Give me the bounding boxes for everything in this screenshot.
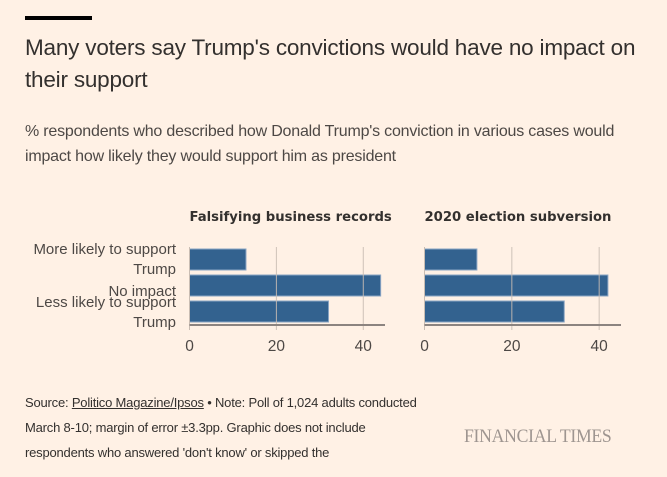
chart-title: Many voters say Trump's convictions woul… bbox=[25, 35, 636, 92]
panel-title: Falsifying business records bbox=[190, 210, 392, 225]
bar-more-likely-to-support-trump bbox=[189, 248, 247, 271]
bar-more-likely-to-support-trump bbox=[424, 248, 478, 271]
panel-falsifying-business-records: Falsifying business records 0 20 40 bbox=[185, 210, 392, 355]
category-label: Less likely to support bbox=[36, 294, 177, 311]
panel-title: 2020 election subversion bbox=[425, 210, 612, 225]
x-tick-label: 40 bbox=[355, 338, 373, 355]
category-labels: More likely to support Trump No impactLess… bbox=[33, 241, 176, 331]
bar-no-impact bbox=[189, 274, 382, 297]
category-label: Trump bbox=[133, 261, 176, 278]
x-tick-label: 40 bbox=[591, 338, 609, 355]
x-tick-label: 0 bbox=[420, 338, 429, 355]
category-label: More likely to support bbox=[33, 241, 176, 258]
source-prefix: Source: bbox=[25, 395, 72, 410]
note-text: • Note: Poll of 1,024 adults conducted M… bbox=[25, 395, 417, 460]
footer-note: Source: Politico Magazine/Ipsos • Note: … bbox=[25, 390, 435, 465]
x-tick-label: 20 bbox=[503, 338, 521, 355]
x-tick-label: 0 bbox=[185, 338, 194, 355]
chart-area: Falsifying business records 0 20 40 2020 el… bbox=[33, 210, 621, 355]
ft-logo: FINANCIAL TIMES bbox=[464, 426, 612, 447]
bar-no-impact bbox=[424, 274, 609, 297]
x-tick-label: 20 bbox=[268, 338, 286, 355]
bar-less-likely-to-support-trump bbox=[424, 300, 565, 323]
top-rule-decoration bbox=[25, 16, 92, 20]
chart-subtitle: % respondents who described how Donald T… bbox=[25, 123, 615, 165]
category-label: Trump bbox=[133, 314, 176, 331]
bar-less-likely-to-support-trump bbox=[189, 300, 330, 323]
category-label: No impact bbox=[108, 283, 176, 300]
panel-2020-election-subversion: 2020 election subversion 0 20 40 bbox=[420, 210, 621, 355]
source-link[interactable]: Politico Magazine/Ipsos bbox=[71, 395, 204, 410]
